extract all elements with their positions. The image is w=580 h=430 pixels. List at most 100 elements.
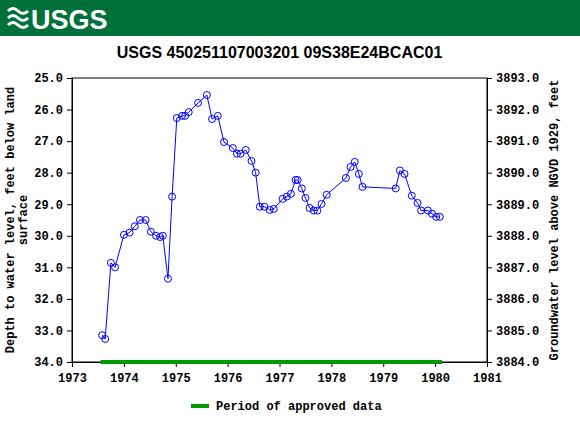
data-point [214, 112, 221, 119]
y2-axis-title: Groundwater level above NGVD 1929, feet [548, 80, 562, 361]
tick-mark [487, 330, 492, 331]
plot-frame [72, 78, 487, 362]
data-point [351, 158, 358, 165]
tick-mark [67, 299, 72, 300]
tick-label: 30.0 [34, 230, 63, 244]
axis-line [67, 79, 73, 363]
tick-label: 25.0 [34, 72, 63, 86]
data-point [436, 213, 443, 220]
tick-mark [67, 236, 72, 237]
tick-label: 1976 [214, 372, 243, 386]
tick-label: 29.0 [34, 199, 63, 213]
y2-axis: 3884.03885.03886.03887.03888.03889.03890… [487, 72, 539, 370]
tick-mark [487, 236, 492, 237]
y-axis-title: Depth to water level, feet below landsur… [4, 87, 31, 353]
tick: 1976 [214, 362, 243, 386]
data-point [159, 232, 166, 239]
legend-label: Period of approved data [216, 400, 382, 414]
tick-label: 3893.0 [496, 72, 539, 86]
tick-label: 1978 [317, 372, 346, 386]
data-point [298, 185, 305, 192]
tick: 34.0 [34, 356, 72, 370]
tick-label: 28.0 [34, 167, 63, 181]
y-axis: 25.0 26.0 27.0 28.0 29.0 30.0 31.0 32.0 33.0 34.0 [34, 72, 72, 370]
tick-mark [487, 362, 492, 363]
approved-period-line [101, 360, 442, 364]
tick: 29.0 [34, 199, 72, 213]
data-point [408, 192, 415, 199]
tick-mark [487, 110, 492, 111]
tick-label: 1974 [110, 372, 139, 386]
data-point [261, 203, 268, 210]
data-point [318, 200, 325, 207]
tick: 1975 [162, 362, 191, 386]
tick: 31.0 [34, 262, 72, 276]
data-point [414, 199, 421, 206]
tick: 30.0 [34, 230, 72, 244]
tick-label: 3887.0 [496, 262, 539, 276]
tick-mark [487, 267, 492, 268]
logo-text: USGS [31, 5, 108, 35]
chart: USGSUSGS 450251107003201 09S38E24BCAC011… [0, 0, 580, 430]
data-point [102, 335, 109, 342]
tick-mark [67, 173, 72, 174]
tick-mark [67, 330, 72, 331]
tick: 26.0 [34, 104, 72, 118]
tick: 3893.0 [487, 72, 539, 86]
data-point [392, 185, 399, 192]
tick-label: 1977 [266, 372, 295, 386]
tick: 3886.0 [487, 293, 539, 307]
tick-label: 1973 [58, 372, 87, 386]
data-point [342, 175, 349, 182]
logo-wave [8, 16, 28, 21]
tick-label: 34.0 [34, 356, 63, 370]
legend-item: Period of approved data [191, 400, 382, 414]
tick-label: 1981 [473, 372, 502, 386]
tick: 3889.0 [487, 199, 539, 213]
tick: 3891.0 [487, 135, 539, 149]
tick: 3887.0 [487, 262, 539, 276]
tick-label: 3892.0 [496, 104, 539, 118]
tick: 1974 [110, 362, 139, 386]
data-point [131, 223, 138, 230]
data-point [323, 191, 330, 198]
tick-mark [67, 267, 72, 268]
tick-label: 32.0 [34, 293, 63, 307]
data-point [203, 92, 210, 99]
tick: 3890.0 [487, 167, 539, 181]
tick: 32.0 [34, 293, 72, 307]
x-axis: 197319741975197619771978197919801981 [58, 362, 502, 386]
data-point [287, 190, 294, 197]
logo-wave [8, 23, 28, 28]
data-point [401, 170, 408, 177]
data-point [396, 167, 403, 174]
tick-label: 1979 [369, 372, 398, 386]
data-point [169, 193, 176, 200]
data-point [153, 232, 160, 239]
tick-label: 3889.0 [496, 199, 539, 213]
tick-mark [487, 173, 492, 174]
tick: 3884.0 [487, 356, 539, 370]
axis-line [73, 363, 488, 368]
tick: 3892.0 [487, 104, 539, 118]
data-point [185, 109, 192, 116]
legend: Period of approved data [191, 400, 382, 414]
data-point [294, 176, 301, 183]
tick-label: 3888.0 [496, 230, 539, 244]
data-point [302, 194, 309, 201]
tick: 25.0 [34, 72, 72, 86]
tick-label: 3884.0 [496, 356, 539, 370]
legend-swatch [191, 404, 209, 408]
data-point [107, 259, 114, 266]
data-point [195, 99, 202, 106]
tick-label: 1975 [162, 372, 191, 386]
data-point [220, 139, 227, 146]
tick-label: 27.0 [34, 135, 63, 149]
tick-mark [487, 78, 492, 79]
data-point [279, 195, 286, 202]
tick: 33.0 [34, 325, 72, 339]
data-point [164, 275, 171, 282]
tick-mark [67, 78, 72, 79]
data-point [359, 183, 366, 190]
tick-label: 3890.0 [496, 167, 539, 181]
